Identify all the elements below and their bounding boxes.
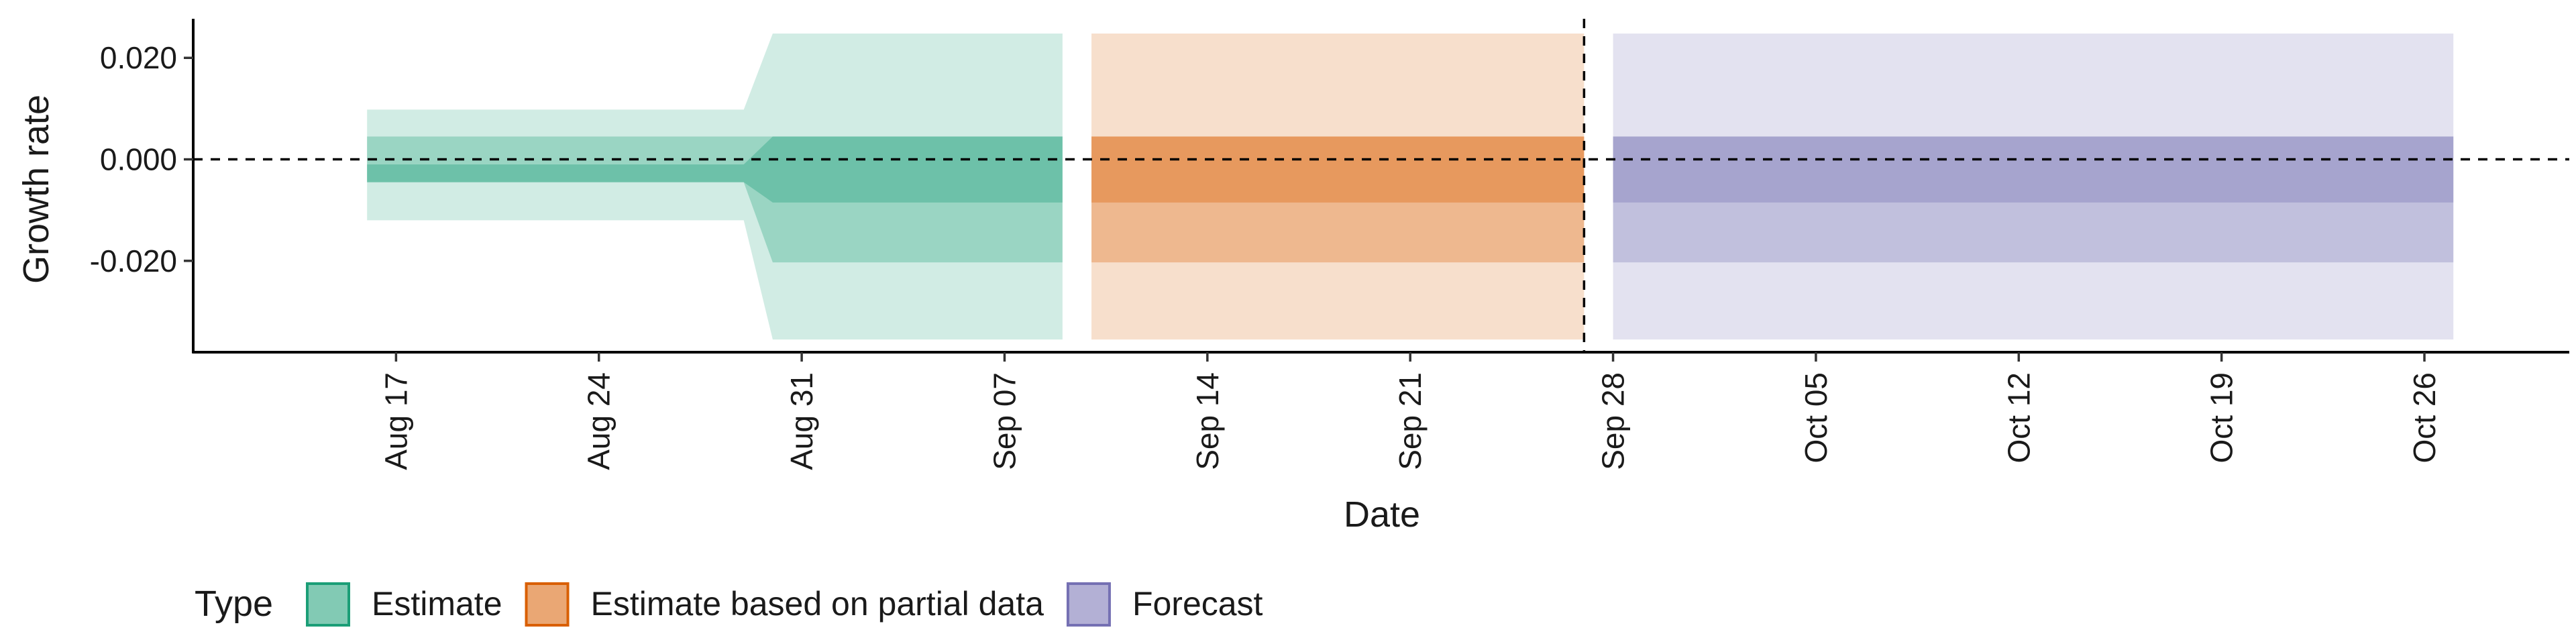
- ribbon-forecast-core: [1613, 136, 2454, 203]
- x-tick-label: Sep 14: [1190, 372, 1225, 470]
- ribbon-forecast-outer: [1613, 33, 2454, 340]
- x-tick-label: Oct 12: [2001, 372, 2036, 464]
- legend-label-estimate-based-on-partial-data: Estimate based on partial data: [591, 585, 1044, 623]
- ribbon-estimate-inner: [367, 136, 1063, 263]
- ribbon-estimate-based-on-partial-data-core: [1091, 136, 1585, 203]
- y-tick-label: 0.000: [100, 142, 177, 177]
- legend-title: Type: [195, 584, 273, 624]
- legend: Type Estimate Estimate based on partial d…: [195, 582, 1263, 627]
- legend-key-estimate: [306, 582, 350, 627]
- x-tick-label: Aug 17: [378, 372, 413, 470]
- x-tick-label: Oct 19: [2204, 372, 2239, 464]
- axes: 0.020 0.000 -0.020 Aug 17 Aug 24 Aug 31 Sep 07…: [90, 19, 2569, 470]
- x-tick-label: Sep 21: [1393, 372, 1428, 470]
- x-tick-label: Sep 28: [1596, 372, 1631, 470]
- x-axis-title: Date: [1344, 494, 1420, 535]
- legend-key-forecast: [1066, 582, 1111, 627]
- y-axis-title: Growth rate: [16, 95, 56, 284]
- x-tick-label: Aug 31: [784, 372, 819, 470]
- legend-label-forecast: Forecast: [1132, 585, 1263, 623]
- x-tick-label: Sep 07: [987, 372, 1022, 470]
- reference-lines: [193, 19, 2569, 352]
- ribbon-estimate-based-on-partial-data-outer: [1091, 33, 1585, 340]
- ribbon-estimate-core: [367, 136, 1063, 203]
- x-tick-label: Aug 24: [582, 372, 616, 470]
- ribbon-forecast-inner: [1613, 136, 2454, 263]
- x-tick-label: Oct 05: [1799, 372, 1833, 464]
- ribbon-estimate-outer: [367, 33, 1063, 340]
- legend-key-estimate-based-on-partial-data: [525, 582, 570, 627]
- legend-label-estimate: Estimate: [372, 585, 502, 623]
- ribbon-layer: [367, 33, 2454, 340]
- y-tick-label: 0.020: [100, 40, 177, 75]
- ribbon-estimate-based-on-partial-data-inner: [1091, 136, 1585, 263]
- y-tick-label: -0.020: [90, 244, 177, 278]
- x-tick-label: Oct 26: [2407, 372, 2442, 464]
